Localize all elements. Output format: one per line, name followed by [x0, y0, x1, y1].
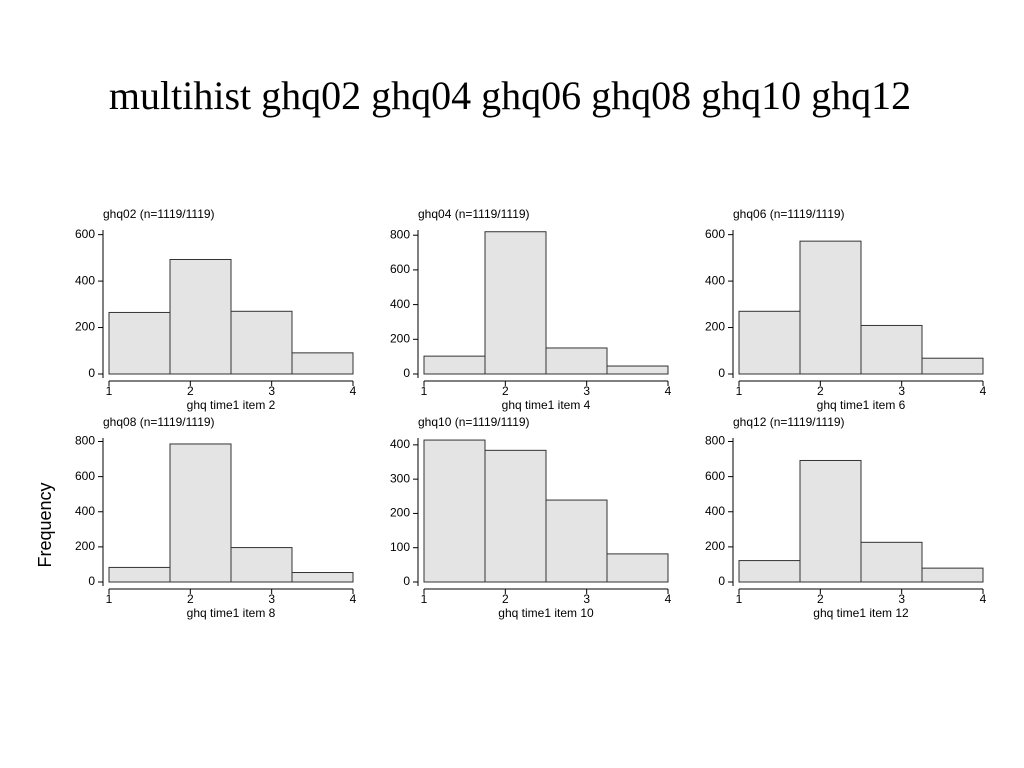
y-tick-label: 400	[705, 504, 725, 518]
histogram-bar	[545, 499, 608, 583]
x-tick-label: 4	[665, 384, 672, 398]
histogram-bar	[545, 347, 608, 375]
histogram-bar	[606, 365, 669, 375]
y-tick-label: 0	[718, 366, 725, 380]
y-tick-label: 600	[75, 469, 95, 483]
histogram-bar	[484, 449, 547, 583]
histogram-bar	[921, 357, 984, 375]
panel-title: ghq12 (n=1119/1119)	[733, 415, 845, 429]
slide-title: multihist ghq02 ghq04 ghq06 ghq08 ghq10 …	[109, 73, 911, 118]
y-tick-label: 200	[390, 331, 410, 345]
x-axis-label: ghq time1 item 12	[813, 606, 909, 620]
y-tick-label: 800	[705, 434, 725, 448]
y-tick-label: 100	[390, 540, 410, 554]
histogram-bar	[860, 324, 923, 375]
histogram-bar	[921, 567, 984, 583]
histogram-bar	[291, 572, 354, 583]
y-tick-label: 400	[705, 273, 725, 287]
histogram-bar	[108, 311, 171, 375]
x-tick-label: 1	[106, 592, 113, 606]
histogram-bar	[291, 352, 354, 375]
x-tick-label: 1	[421, 592, 428, 606]
histogram-bar	[799, 459, 862, 583]
histogram-bar	[738, 560, 801, 583]
histogram-bar	[860, 541, 923, 583]
y-tick-label: 0	[403, 574, 410, 588]
x-tick-label: 1	[736, 384, 743, 398]
x-axis-label: ghq time1 item 6	[817, 398, 906, 412]
y-tick-label: 600	[705, 227, 725, 241]
y-tick-label: 200	[75, 320, 95, 334]
y-tick-label: 0	[403, 366, 410, 380]
y-tick-label: 400	[75, 504, 95, 518]
y-tick-label: 400	[390, 297, 410, 311]
x-tick-label: 2	[817, 384, 824, 398]
y-tick-label: 200	[705, 539, 725, 553]
x-tick-label: 1	[736, 592, 743, 606]
x-axis-label: ghq time1 item 10	[498, 606, 594, 620]
y-tick-label: 200	[705, 320, 725, 334]
x-tick-label: 4	[980, 592, 987, 606]
y-tick-label: 0	[88, 574, 95, 588]
y-axis-label: Frequency	[35, 482, 55, 567]
x-tick-label: 2	[502, 384, 509, 398]
y-tick-label: 800	[390, 227, 410, 241]
x-tick-label: 3	[268, 592, 275, 606]
y-tick-label: 0	[88, 366, 95, 380]
y-tick-label: 200	[75, 539, 95, 553]
y-tick-label: 0	[718, 574, 725, 588]
panel-title: ghq06 (n=1119/1119)	[733, 207, 845, 221]
y-tick-label: 800	[75, 434, 95, 448]
panel-title: ghq02 (n=1119/1119)	[103, 207, 215, 221]
x-tick-label: 4	[350, 592, 357, 606]
x-tick-label: 3	[583, 592, 590, 606]
histogram-bar	[799, 240, 862, 375]
x-tick-label: 4	[665, 592, 672, 606]
histogram-bar	[484, 231, 547, 375]
histogram-bar	[169, 443, 232, 583]
x-tick-label: 3	[898, 384, 905, 398]
histogram-bar	[230, 547, 293, 583]
y-tick-label: 400	[75, 273, 95, 287]
y-tick-label: 600	[390, 262, 410, 276]
x-tick-label: 2	[187, 384, 194, 398]
x-tick-label: 2	[502, 592, 509, 606]
y-tick-label: 600	[75, 227, 95, 241]
y-tick-label: 200	[390, 506, 410, 520]
panel-title: ghq08 (n=1119/1119)	[103, 415, 215, 429]
histogram-bar	[738, 310, 801, 375]
x-tick-label: 4	[980, 384, 987, 398]
y-tick-label: 600	[705, 469, 725, 483]
panel-title: ghq04 (n=1119/1119)	[418, 207, 530, 221]
x-tick-label: 4	[350, 384, 357, 398]
x-axis-label: ghq time1 item 4	[502, 398, 591, 412]
x-tick-label: 2	[187, 592, 194, 606]
panel-title: ghq10 (n=1119/1119)	[418, 415, 530, 429]
x-tick-label: 3	[268, 384, 275, 398]
y-tick-label: 400	[390, 437, 410, 451]
x-tick-label: 3	[898, 592, 905, 606]
x-tick-label: 2	[817, 592, 824, 606]
x-axis-label: ghq time1 item 8	[187, 606, 276, 620]
y-tick-label: 300	[390, 471, 410, 485]
histogram-bar	[169, 258, 232, 375]
histogram-bar	[606, 553, 669, 583]
histogram-bar	[423, 439, 486, 583]
histogram-bar	[423, 355, 486, 375]
histogram-bar	[108, 566, 171, 583]
x-axis-label: ghq time1 item 2	[187, 398, 276, 412]
x-tick-label: 1	[421, 384, 428, 398]
x-tick-label: 3	[583, 384, 590, 398]
x-tick-label: 1	[106, 384, 113, 398]
histogram-bar	[230, 310, 293, 375]
